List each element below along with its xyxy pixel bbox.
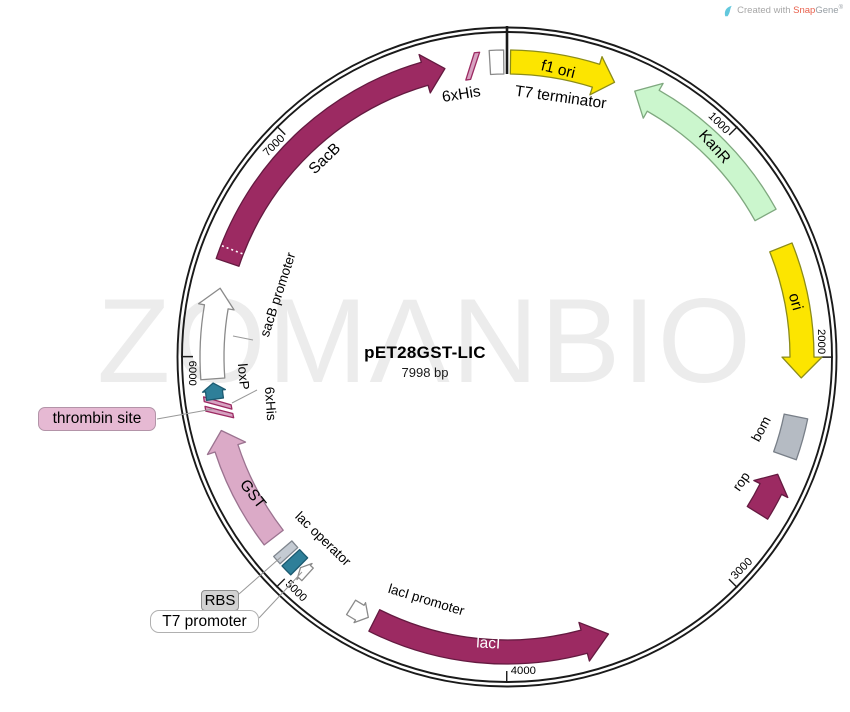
gst-feature[interactable] bbox=[206, 429, 284, 546]
bom-feature[interactable] bbox=[773, 413, 809, 461]
ori-label: ori bbox=[785, 291, 806, 312]
thrombin-site-label-line bbox=[156, 408, 214, 420]
laci-promoter-label: lacI promoter bbox=[386, 581, 466, 619]
snapgene-logo-icon bbox=[725, 5, 732, 17]
sacb-promoter-label: sacB promoter bbox=[257, 250, 299, 339]
tick-7000 bbox=[276, 125, 286, 136]
registered-mark: ® bbox=[838, 5, 843, 12]
ori-feature[interactable] bbox=[769, 242, 823, 379]
plasmid-backbone-outer bbox=[176, 26, 838, 688]
laci-feature[interactable] bbox=[368, 609, 610, 665]
kanr-feature[interactable] bbox=[634, 82, 777, 222]
thrombin-site-label-text: thrombin site bbox=[52, 410, 142, 427]
tick-3000 bbox=[728, 578, 738, 589]
tick-5000 bbox=[275, 578, 286, 588]
credit-text: Created with SnapGene® bbox=[737, 5, 843, 17]
t7-promoter-label-text: T7 promoter bbox=[162, 612, 247, 630]
lac-operator-feature[interactable] bbox=[281, 548, 309, 576]
brand-gene: Gene bbox=[815, 5, 839, 17]
his6-left-label: 6xHis bbox=[262, 386, 279, 421]
his6-top-feature[interactable] bbox=[465, 51, 481, 81]
rop-feature[interactable] bbox=[746, 473, 789, 520]
t7-promoter-label-line bbox=[258, 571, 303, 619]
sacb-feature[interactable] bbox=[215, 53, 446, 267]
sacb-promoter-connector bbox=[232, 335, 254, 341]
sacb-insert-dots bbox=[221, 245, 243, 255]
t7-terminator-feature[interactable] bbox=[488, 49, 505, 76]
tick-1000 bbox=[728, 126, 739, 136]
rop-label: rop bbox=[730, 469, 753, 494]
rbs-label: RBS bbox=[201, 590, 239, 611]
laci-label: lacI bbox=[476, 634, 501, 652]
rbs-label-text: RBS bbox=[204, 592, 236, 609]
loxp-feature[interactable] bbox=[201, 382, 227, 402]
t7-promoter-feature[interactable] bbox=[296, 562, 314, 582]
tick-label-2000: 2000 bbox=[815, 329, 827, 354]
sacb-promoter-feature[interactable] bbox=[197, 287, 235, 381]
bom-label: bom bbox=[748, 414, 774, 444]
tick-label-6000: 6000 bbox=[186, 361, 198, 386]
f1-ori-feature[interactable] bbox=[509, 49, 616, 96]
brand-snap: Snap bbox=[793, 5, 816, 17]
thrombin-site-label: thrombin site bbox=[38, 407, 156, 431]
laci-promoter-feature[interactable] bbox=[345, 599, 369, 624]
his6-left-connector bbox=[231, 389, 258, 404]
t7-promoter-label: T7 promoter bbox=[150, 610, 259, 633]
snapgene-credit: Created with SnapGene® bbox=[723, 5, 843, 17]
loxp-label: loxP bbox=[235, 363, 252, 390]
tick-label-5000: 5000 bbox=[283, 578, 309, 604]
his6-top-label: 6xHis bbox=[441, 83, 482, 106]
rbs-label-line bbox=[238, 556, 282, 595]
tick-label-4000: 4000 bbox=[511, 665, 536, 677]
